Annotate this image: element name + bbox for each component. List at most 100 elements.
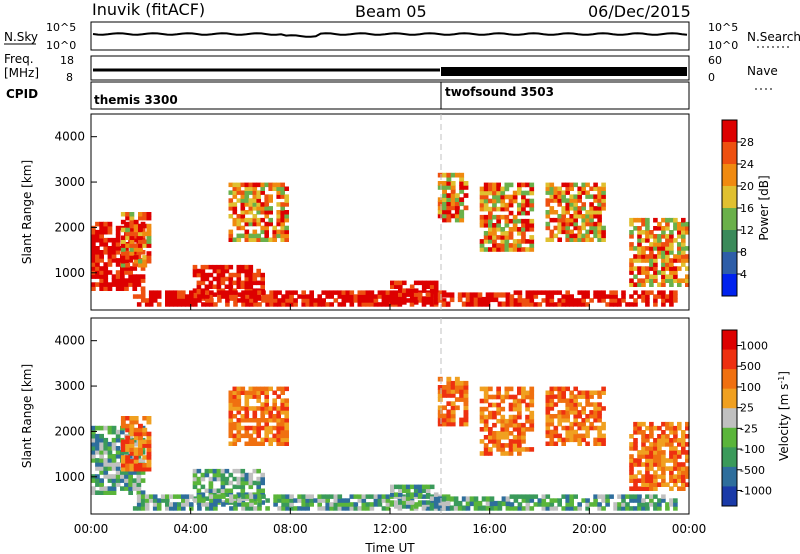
heatmap-cell	[398, 292, 403, 297]
heatmap-cell	[573, 298, 578, 303]
heatmap-cell	[297, 498, 302, 503]
heatmap-cell	[204, 472, 210, 478]
heatmap-cell	[597, 202, 602, 207]
heatmap-cell	[125, 235, 131, 240]
heatmap-cell	[236, 186, 242, 191]
heatmap-cell	[260, 390, 265, 395]
heatmap-cell	[189, 302, 194, 307]
heatmap-cell	[496, 227, 501, 232]
heatmap-cell	[557, 498, 562, 503]
heatmap-cell	[589, 410, 594, 415]
heatmap-cell	[132, 233, 138, 239]
heatmap-cell	[557, 502, 562, 507]
heatmap-cell	[500, 190, 506, 196]
heatmap-cell	[240, 480, 246, 486]
heatmap-cell	[450, 413, 456, 419]
heatmap-cell	[146, 212, 152, 217]
heatmap-cell	[653, 238, 658, 243]
heatmap-cell	[120, 286, 125, 291]
heatmap-cell	[99, 425, 104, 431]
heatmap-cell	[504, 235, 510, 240]
heatmap-cell	[260, 190, 265, 195]
heatmap-cell	[236, 264, 242, 270]
heatmap-cell	[284, 229, 289, 235]
heatmap-cell	[245, 494, 250, 499]
heatmap-cell	[661, 246, 666, 251]
heatmap-cell	[225, 290, 230, 295]
heatmap-cell	[248, 272, 254, 278]
heatmap-cell	[459, 197, 465, 202]
heatmap-cell	[138, 431, 143, 437]
heatmap-cell	[585, 290, 590, 295]
heatmap-cell	[525, 239, 530, 244]
heatmap-cell	[629, 242, 634, 247]
heatmap-cell	[284, 198, 289, 203]
heatmap-cell	[577, 210, 582, 215]
heatmap-cell	[641, 474, 646, 479]
heatmap-cell	[673, 254, 678, 259]
heatmap-cell	[253, 298, 258, 303]
heatmap-cell	[633, 302, 638, 307]
heatmap-cell	[272, 233, 277, 239]
heatmap-cell	[446, 213, 452, 219]
heatmap-cell	[193, 498, 198, 503]
heatmap-cell	[661, 474, 666, 479]
heatmap-cell	[508, 443, 514, 448]
heatmap-cell	[493, 292, 499, 298]
heatmap-cell	[488, 239, 493, 244]
heatmap-cell	[252, 406, 258, 411]
heatmap-cell	[236, 272, 242, 278]
power-colorbar-label: Power [dB]	[757, 175, 771, 240]
colorbar-segment	[722, 186, 737, 209]
heatmap-cell	[641, 450, 646, 455]
heatmap-cell	[677, 474, 682, 479]
heatmap-cell	[589, 394, 594, 399]
heatmap-cell	[661, 454, 666, 459]
heatmap-cell	[129, 212, 135, 217]
heatmap-cell	[553, 302, 559, 307]
heatmap-cell	[483, 427, 489, 432]
heatmap-cell	[341, 294, 347, 299]
heatmap-cell	[463, 393, 469, 398]
heatmap-cell	[549, 502, 555, 507]
heatmap-cell	[132, 470, 138, 475]
heatmap-cell	[204, 276, 210, 282]
heatmap-cell	[633, 458, 638, 463]
heatmap-cell	[557, 302, 562, 307]
heatmap-cell	[107, 466, 113, 471]
heatmap-cell	[573, 225, 578, 231]
heatmap-cell	[236, 468, 242, 474]
heatmap-cell	[268, 186, 273, 191]
heatmap-cell	[193, 302, 198, 307]
heatmap-cell	[280, 190, 285, 195]
heatmap-cell	[252, 386, 258, 392]
heatmap-cell	[111, 466, 117, 471]
heatmap-cell	[276, 410, 281, 415]
heatmap-cell	[394, 280, 399, 286]
heatmap-cell	[107, 474, 113, 479]
heatmap-cell	[232, 386, 238, 392]
heatmap-cell	[103, 221, 109, 227]
heatmap-cell	[541, 298, 547, 303]
heatmap-cell	[224, 264, 230, 270]
heatmap-cell	[629, 506, 634, 511]
heatmap-cell	[140, 294, 146, 299]
heatmap-cell	[269, 302, 274, 307]
heatmap-cell	[645, 221, 650, 227]
heatmap-cell	[232, 425, 238, 431]
heatmap-cell	[633, 290, 638, 295]
heatmap-cell	[601, 198, 606, 203]
heatmap-cell	[488, 247, 493, 252]
heatmap-cell	[402, 300, 407, 305]
heatmap-cell	[529, 243, 535, 248]
heatmap-cell	[593, 221, 598, 227]
heatmap-cell	[661, 450, 666, 455]
heatmap-cell	[488, 235, 493, 240]
heatmap-cell	[421, 280, 427, 286]
heatmap-cell	[128, 478, 133, 483]
heatmap-cell	[508, 227, 514, 232]
heatmap-cell	[488, 386, 493, 392]
heatmap-cell	[252, 198, 258, 203]
colorbar-segment	[722, 274, 737, 297]
heatmap-cell	[321, 494, 326, 499]
